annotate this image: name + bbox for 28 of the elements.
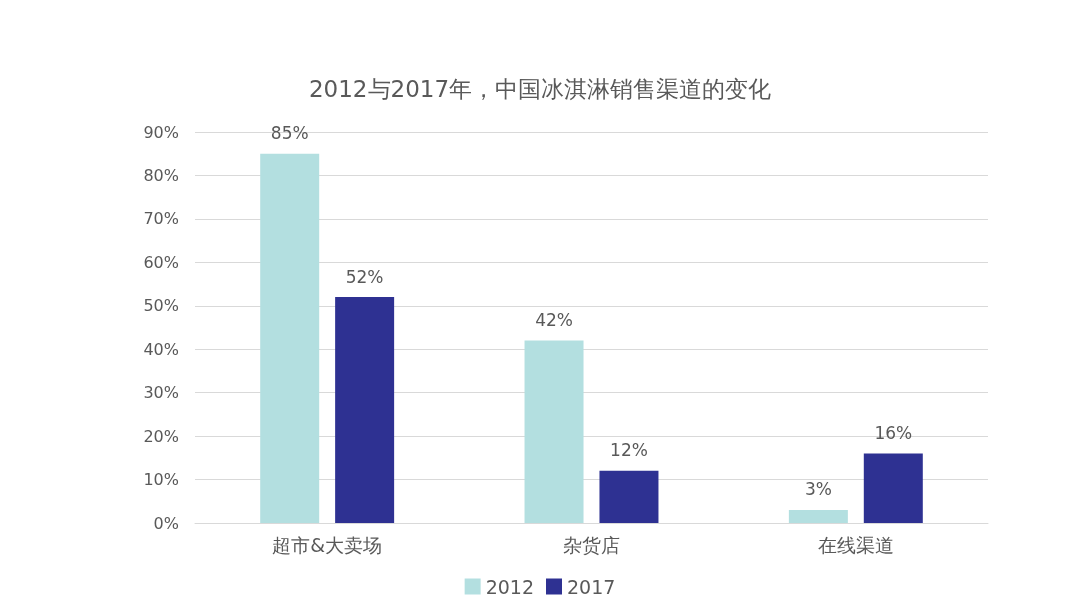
x-tick-label: 在线渠道	[817, 533, 894, 556]
data-label: 3%	[804, 479, 832, 500]
legend-label: 2012	[485, 575, 535, 598]
data-label: 52%	[345, 266, 384, 287]
data-label: 12%	[610, 440, 648, 461]
y-tick-label: 90%	[143, 122, 179, 142]
data-label: 85%	[270, 123, 309, 144]
bar	[599, 470, 659, 523]
chart-title: 2012与2017年，中国冰淇淋销售渠道的变化	[308, 75, 772, 102]
y-tick-label: 70%	[143, 209, 179, 229]
bar	[788, 509, 848, 523]
y-tick-label: 0%	[153, 513, 179, 533]
y-tick-label: 50%	[143, 296, 179, 316]
y-tick-label: 60%	[143, 252, 179, 272]
x-tick-label: 杂货店	[563, 533, 620, 556]
bar	[335, 297, 395, 523]
data-label: 42%	[535, 310, 573, 331]
y-tick-label: 20%	[143, 426, 179, 446]
bar	[863, 453, 923, 523]
data-label: 16%	[874, 422, 913, 443]
y-tick-label: 30%	[143, 383, 179, 403]
x-tick-label: 超市&大卖场	[272, 533, 383, 556]
legend-label: 2017	[567, 575, 616, 598]
y-tick-label: 10%	[143, 470, 179, 490]
bar	[260, 153, 320, 523]
y-tick-label: 40%	[143, 339, 179, 359]
y-tick-label: 80%	[143, 165, 179, 185]
bar	[524, 340, 584, 523]
